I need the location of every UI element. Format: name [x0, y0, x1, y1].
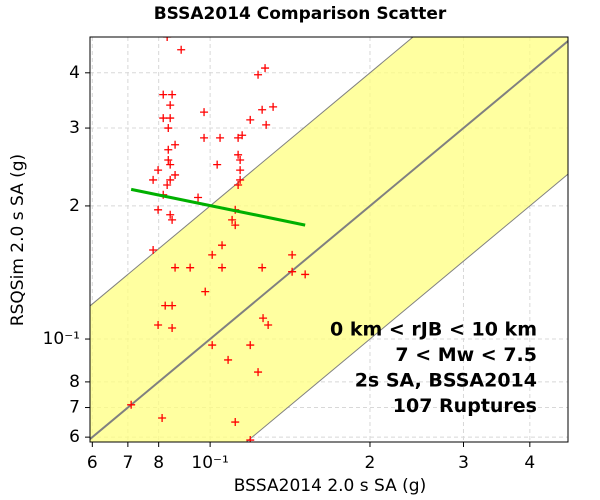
point — [171, 140, 180, 149]
point — [224, 355, 233, 364]
point — [236, 175, 245, 184]
point — [234, 181, 243, 190]
point — [218, 241, 227, 250]
point — [213, 160, 222, 169]
point — [259, 314, 268, 323]
annotation: 107 Ruptures — [393, 395, 537, 417]
y-tick-label: 7 — [69, 398, 80, 418]
x-tick-label: 4 — [524, 453, 535, 473]
point — [168, 215, 177, 224]
point — [231, 221, 240, 230]
band-edge — [90, 37, 414, 307]
point — [234, 150, 243, 159]
point — [166, 175, 175, 184]
point — [194, 193, 203, 202]
point — [231, 418, 240, 427]
point — [161, 301, 170, 310]
x-tick-label: 3 — [458, 453, 469, 473]
point — [164, 156, 173, 165]
point — [234, 133, 243, 142]
y-tick-label: 4 — [69, 63, 80, 83]
point — [163, 181, 172, 190]
point — [166, 210, 175, 219]
point — [301, 270, 310, 279]
point — [269, 102, 278, 111]
annotation: 0 km < rJB < 10 km — [330, 319, 537, 341]
point — [201, 287, 210, 296]
point — [127, 400, 136, 409]
point — [246, 436, 255, 442]
point — [208, 250, 217, 259]
point — [216, 133, 225, 142]
point — [236, 166, 245, 175]
point — [168, 90, 177, 99]
y-tick-label: 2 — [69, 196, 80, 216]
point — [218, 263, 227, 272]
point — [159, 90, 168, 99]
y-tick-label: 10⁻¹ — [43, 329, 80, 349]
plot-content — [90, 37, 568, 442]
point — [246, 341, 255, 350]
plot-border — [89, 36, 569, 443]
point — [258, 105, 267, 114]
point — [177, 45, 186, 54]
point — [159, 114, 168, 123]
x-axis-label: BSSA2014 2.0 s SA (g) — [234, 476, 426, 496]
point — [262, 120, 271, 129]
point — [258, 263, 267, 272]
point — [154, 166, 163, 175]
y-tick-label: 8 — [69, 372, 80, 392]
x-tick-label: 6 — [87, 453, 98, 473]
point — [149, 245, 158, 254]
annotation: 2s SA, BSSA2014 — [355, 370, 537, 392]
point — [166, 114, 175, 123]
point — [200, 133, 209, 142]
point — [200, 108, 209, 117]
point — [288, 250, 297, 259]
band-edge — [245, 173, 568, 442]
x-tick-label: 8 — [153, 453, 164, 473]
annotation: 7 < Mw < 7.5 — [395, 344, 537, 366]
point — [168, 301, 177, 310]
point — [149, 175, 158, 184]
point — [154, 205, 163, 214]
point — [186, 263, 195, 272]
point — [246, 115, 255, 124]
point — [163, 37, 172, 41]
point — [171, 170, 180, 179]
point — [164, 124, 173, 133]
point — [164, 145, 173, 154]
point — [254, 70, 263, 79]
x-tick-label: 2 — [365, 453, 376, 473]
point — [236, 156, 245, 165]
point — [171, 263, 180, 272]
point — [168, 324, 177, 333]
point — [228, 215, 237, 224]
point — [288, 267, 297, 276]
point — [238, 131, 247, 140]
fit-line — [130, 187, 306, 227]
x-tick-label: 7 — [122, 453, 133, 473]
point — [158, 413, 167, 422]
one-to-one-line — [90, 40, 568, 440]
y-axis-label: RSQSim 2.0 s SA (g) — [8, 154, 28, 326]
y-tick-label: 6 — [69, 427, 80, 447]
point — [166, 160, 175, 169]
point — [208, 341, 217, 350]
x-tick-label: 10⁻¹ — [191, 453, 228, 473]
point — [264, 320, 273, 329]
point — [254, 368, 263, 377]
y-tick-label: 3 — [69, 118, 80, 138]
point — [154, 320, 163, 329]
chart-title: BSSA2014 Comparison Scatter — [154, 4, 447, 24]
point — [166, 101, 175, 110]
point — [261, 64, 270, 73]
